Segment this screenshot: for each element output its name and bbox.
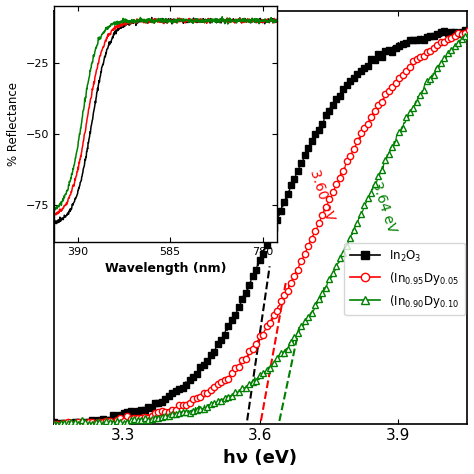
Legend: $\mathrm{In_2O_3}$, $\mathrm{(In_{0.95}Dy_{0.05}}$, $\mathrm{(In_{0.90}Dy_{0.10}: $\mathrm{In_2O_3}$, $\mathrm{(In_{0.95}D… [345,243,465,315]
Text: 3.64 eV: 3.64 eV [370,180,399,235]
Text: 3.60 eV: 3.60 eV [308,168,337,223]
Text: 3.57 eV: 3.57 eV [243,152,273,207]
X-axis label: hν (eV): hν (eV) [223,449,298,467]
